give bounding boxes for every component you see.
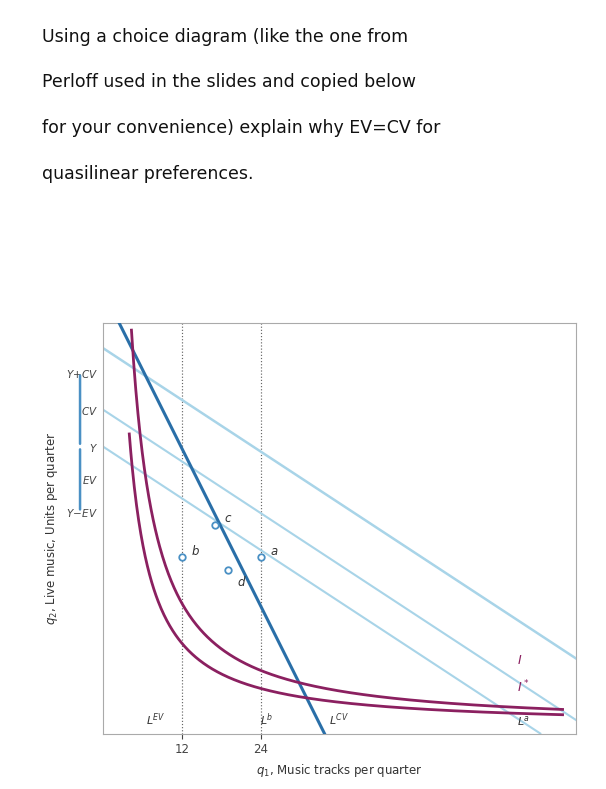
Text: a: a xyxy=(270,545,278,559)
Text: $I$: $I$ xyxy=(516,654,522,667)
Point xyxy=(223,563,233,576)
Text: $I^*$: $I^*$ xyxy=(516,679,529,696)
Text: $L^b$: $L^b$ xyxy=(261,711,274,727)
Point xyxy=(210,518,219,531)
Text: d: d xyxy=(238,576,245,589)
Point xyxy=(256,551,265,563)
Text: $L^a$: $L^a$ xyxy=(516,713,530,727)
Text: $L^{CV}$: $L^{CV}$ xyxy=(329,711,350,727)
Point xyxy=(177,551,187,563)
X-axis label: $q_1$, Music tracks per quarter: $q_1$, Music tracks per quarter xyxy=(256,762,422,779)
Text: for your convenience) explain why EV=CV for: for your convenience) explain why EV=CV … xyxy=(42,119,441,137)
Text: Perloff used in the slides and copied below: Perloff used in the slides and copied be… xyxy=(42,73,416,92)
Text: c: c xyxy=(224,513,231,525)
Text: $L^{EV}$: $L^{EV}$ xyxy=(145,711,165,727)
Text: b: b xyxy=(191,545,199,559)
Text: Using a choice diagram (like the one from: Using a choice diagram (like the one fro… xyxy=(42,28,408,46)
Y-axis label: $q_2$, Live music, Units per quarter: $q_2$, Live music, Units per quarter xyxy=(43,432,60,625)
Text: quasilinear preferences.: quasilinear preferences. xyxy=(42,165,254,183)
